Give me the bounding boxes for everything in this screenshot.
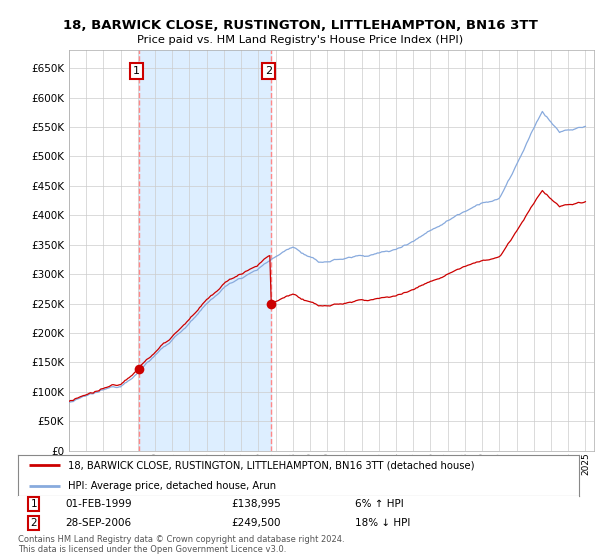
Bar	[139, 50, 271, 451]
Text: £138,995: £138,995	[231, 499, 281, 509]
Text: HPI: Average price, detached house, Arun: HPI: Average price, detached house, Arun	[68, 480, 277, 491]
Text: £249,500: £249,500	[231, 518, 281, 528]
Text: 18, BARWICK CLOSE, RUSTINGTON, LITTLEHAMPTON, BN16 3TT (detached house): 18, BARWICK CLOSE, RUSTINGTON, LITTLEHAM…	[68, 460, 475, 470]
Text: 2: 2	[31, 518, 37, 528]
Text: 1: 1	[31, 499, 37, 509]
Text: Contains HM Land Registry data © Crown copyright and database right 2024.
This d: Contains HM Land Registry data © Crown c…	[18, 535, 344, 554]
Text: 1: 1	[133, 66, 140, 76]
Text: 28-SEP-2006: 28-SEP-2006	[65, 518, 132, 528]
Text: 6% ↑ HPI: 6% ↑ HPI	[355, 499, 403, 509]
Text: 2: 2	[265, 66, 272, 76]
Text: 01-FEB-1999: 01-FEB-1999	[65, 499, 133, 509]
Text: Price paid vs. HM Land Registry's House Price Index (HPI): Price paid vs. HM Land Registry's House …	[137, 35, 463, 45]
Text: 18, BARWICK CLOSE, RUSTINGTON, LITTLEHAMPTON, BN16 3TT: 18, BARWICK CLOSE, RUSTINGTON, LITTLEHAM…	[62, 18, 538, 32]
Text: 18% ↓ HPI: 18% ↓ HPI	[355, 518, 410, 528]
